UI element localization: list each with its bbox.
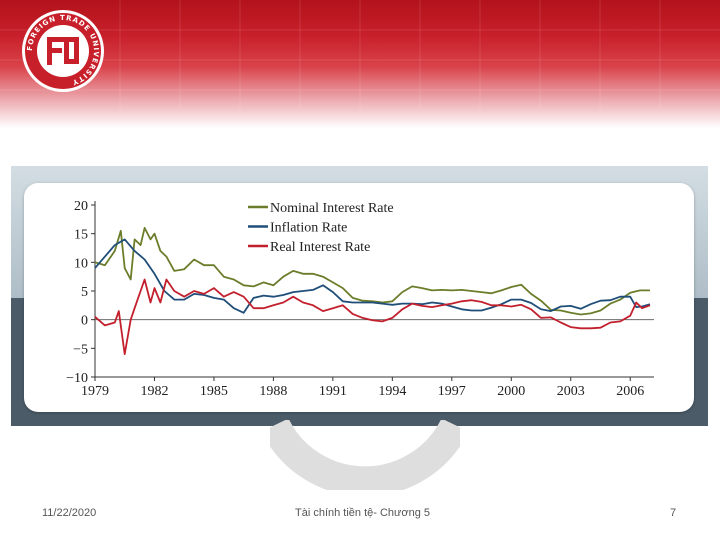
x-tick-label: 1988: [259, 384, 287, 399]
x-tick-label: 1979: [81, 384, 109, 399]
watermark-seal: [270, 420, 460, 490]
x-tick-label: 2000: [497, 384, 525, 399]
banner-grid-pattern: [0, 0, 720, 128]
y-tick-label: 10: [74, 256, 88, 271]
series-line-2: [95, 239, 650, 312]
university-logo: FOREIGN TRADE UNIVERSITY: [20, 8, 106, 94]
legend-label: Real Interest Rate: [270, 240, 370, 255]
y-tick-label: 5: [81, 285, 88, 300]
y-tick-label: 20: [74, 199, 88, 214]
x-tick-label: 2003: [557, 384, 585, 399]
footer-page-number: 7: [670, 507, 676, 519]
x-tick-label: 2006: [616, 384, 644, 399]
legend-label: Nominal Interest Rate: [270, 201, 394, 216]
y-tick-label: −5: [73, 342, 88, 357]
x-tick-label: 1982: [140, 384, 168, 399]
header-banner: FOREIGN TRADE UNIVERSITY: [0, 0, 720, 128]
x-tick-label: 1997: [438, 384, 466, 399]
series-line-3: [95, 280, 650, 355]
x-tick-label: 1985: [200, 384, 228, 399]
x-tick-label: 1994: [378, 384, 406, 399]
footer-course-title: Tài chính tiền tệ- Chương 5: [295, 507, 430, 519]
x-tick-label: 1991: [319, 384, 347, 399]
series-line-1: [95, 228, 650, 315]
y-tick-label: 15: [74, 228, 88, 243]
y-tick-label: 0: [81, 314, 88, 329]
legend-label: Inflation Rate: [270, 221, 347, 236]
chart-card: 20 15 10 5 0 −5 −10 1979 1982 1985 1988 1991 1994 199…: [24, 183, 694, 412]
footer-date: 11/22/2020: [42, 507, 96, 519]
